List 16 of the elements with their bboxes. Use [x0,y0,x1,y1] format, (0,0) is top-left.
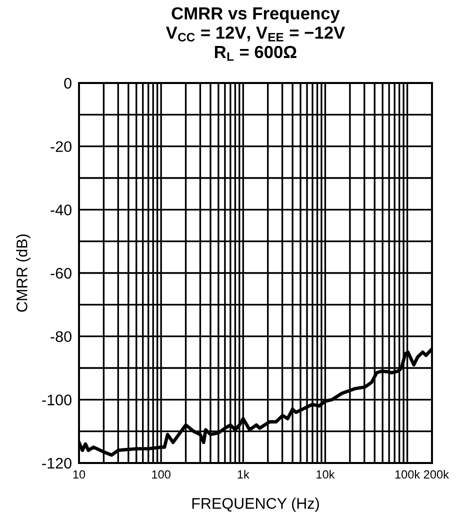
x-tick-label: 10 [73,470,86,479]
x-tick-label: 1k [238,470,250,478]
x-tick-label: 100 [152,470,170,479]
y-axis-title: CMRR (dB) [16,234,30,312]
x-tick-label: 200k [424,470,449,479]
x-tick-label: 100k [395,470,420,479]
x-tick-label: 10k [316,470,335,479]
y-tick-label: -60 [50,268,72,279]
y-tick-label: 0 [64,78,72,89]
y-tick-label: -40 [50,204,72,216]
y-tick-label: -100 [42,394,72,406]
y-tick-label: -20 [50,141,72,152]
y-tick-label: -120 [42,458,72,469]
y-tick-label: -80 [50,331,72,342]
x-axis-title: FREQUENCY (Hz) [192,498,319,512]
chart-title: CMRR vs Frequency V$_{CC}$ = 12V, V$_{EE}$ = −12V R$_{L}$ = 600Ω [166,7,346,61]
